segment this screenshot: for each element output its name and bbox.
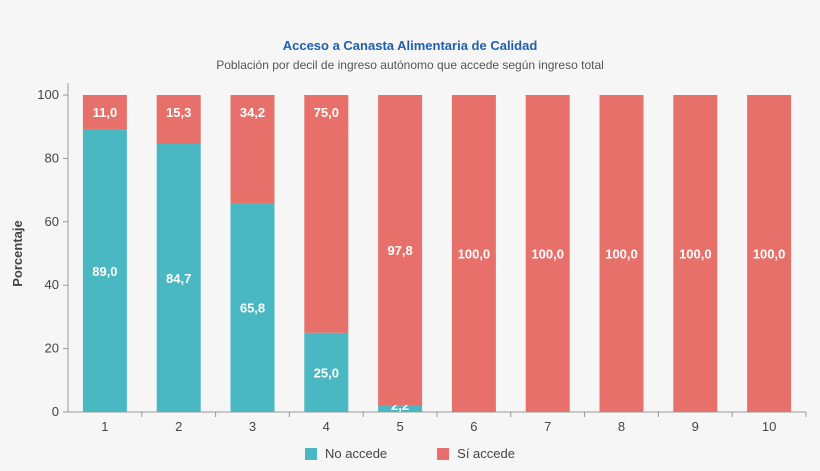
data-label-si-accede: 75,0 — [314, 105, 339, 120]
x-tick-label: 3 — [249, 419, 256, 434]
legend-label-si-accede: Sí accede — [457, 446, 515, 461]
x-tick-label: 9 — [692, 419, 699, 434]
x-tick-label: 6 — [470, 419, 477, 434]
bar-si-accede — [156, 95, 201, 144]
y-axis-label: Porcentaje — [10, 220, 25, 286]
data-label-si-accede: 100,0 — [531, 247, 564, 262]
legend-swatch-si-accede — [437, 447, 450, 460]
data-label-si-accede: 97,8 — [387, 243, 412, 258]
bar-si-accede — [451, 95, 496, 412]
data-label-si-accede: 15,3 — [166, 105, 191, 120]
bar-no-accede — [378, 405, 423, 412]
x-tick-label: 5 — [396, 419, 403, 434]
x-tick-label: 10 — [762, 419, 776, 434]
data-label-no-accede: 25,0 — [314, 365, 339, 380]
bar-no-accede — [304, 332, 349, 412]
legend-label-no-accede: No accede — [325, 446, 388, 461]
bar-si-accede — [599, 95, 644, 412]
x-tick-label: 4 — [323, 419, 330, 434]
y-tick-label: 100 — [37, 87, 59, 102]
bar-si-accede — [378, 95, 423, 406]
legend-item-si-accede: Sí accede — [437, 446, 515, 461]
y-tick-label: 60 — [45, 214, 59, 229]
data-label-no-accede: 89,0 — [92, 264, 117, 279]
data-label-si-accede: 11,0 — [93, 105, 118, 120]
chart-subtitle: Población por decil de ingreso autónomo … — [216, 58, 604, 72]
bar-si-accede — [673, 95, 718, 412]
data-label-si-accede: 100,0 — [605, 247, 638, 262]
bar-si-accede — [747, 95, 792, 412]
bar-no-accede — [156, 143, 201, 412]
x-tick-label: 2 — [175, 419, 182, 434]
data-label-si-accede: 100,0 — [753, 247, 786, 262]
x-tick-label: 7 — [544, 419, 551, 434]
data-label-no-accede: 84,7 — [166, 271, 191, 286]
data-label-si-accede: 34,2 — [240, 105, 265, 120]
bar-si-accede — [304, 95, 349, 333]
legend-swatch-no-accede — [305, 447, 317, 460]
y-tick-label: 0 — [52, 404, 59, 419]
chart-legend: No accede Sí accede — [0, 446, 820, 461]
legend-item-no-accede: No accede — [305, 446, 387, 461]
bar-si-accede — [82, 95, 127, 130]
y-tick-label: 80 — [45, 150, 59, 165]
data-label-si-accede: 100,0 — [458, 247, 491, 262]
y-tick-label: 20 — [45, 341, 59, 356]
x-tick-label: 1 — [101, 419, 108, 434]
bar-si-accede — [230, 95, 275, 204]
bar-no-accede — [82, 129, 127, 412]
data-label-si-accede: 100,0 — [679, 247, 712, 262]
y-tick-label: 40 — [45, 277, 59, 292]
x-tick-label: 8 — [618, 419, 625, 434]
data-label-no-accede: 65,8 — [240, 301, 265, 316]
bar-chart: 0 20 40 60 80 100 Porcentaje 1 89,0 11,0 2 84,7 15,3… — [10, 83, 807, 434]
bar-si-accede — [525, 95, 570, 412]
bar-no-accede — [230, 203, 275, 412]
chart-title: Acceso a Canasta Alimentaria de Calidad — [282, 38, 538, 53]
